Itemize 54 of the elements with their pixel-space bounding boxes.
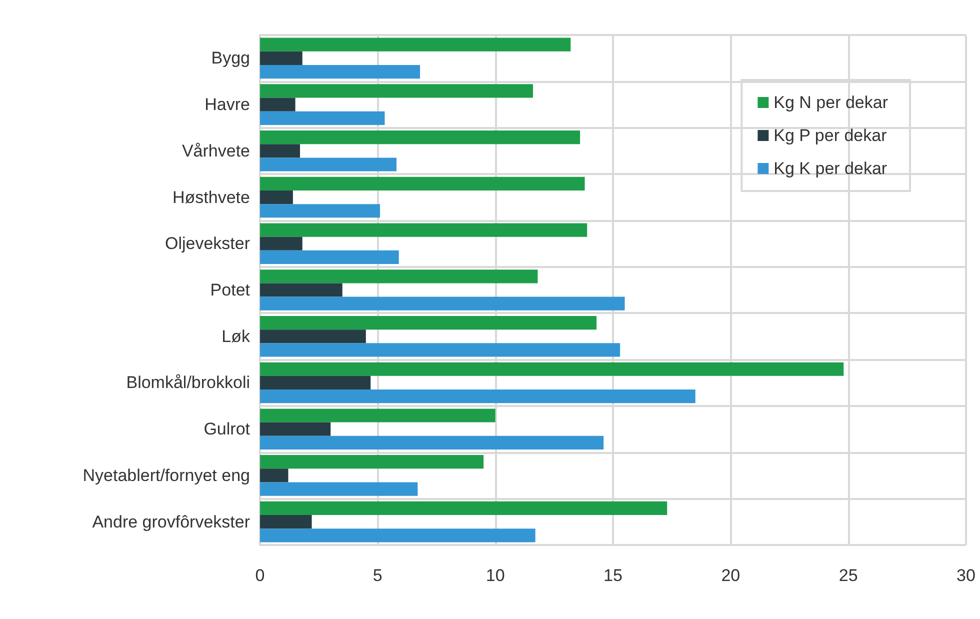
bar: [260, 158, 396, 172]
x-tick-label: 20: [721, 566, 740, 585]
y-tick-label: Løk: [222, 326, 250, 346]
y-tick-label: Andre grovfôrvekster: [92, 512, 250, 532]
legend-label: Kg P per dekar: [774, 126, 888, 145]
bar: [260, 98, 296, 112]
y-tick-label: Blomkål/brokkoli: [126, 373, 250, 392]
x-tick-label: 5: [372, 566, 382, 585]
bar: [260, 468, 288, 482]
y-tick-label: Høsthvete: [172, 188, 250, 207]
bar: [260, 144, 300, 158]
bar: [260, 515, 312, 529]
bar: [260, 223, 588, 237]
bar: [260, 296, 625, 310]
bar: [260, 376, 371, 390]
bar: [260, 455, 484, 469]
bar: [260, 38, 571, 52]
bar: [260, 501, 668, 516]
y-tick-label: Potet: [210, 280, 250, 300]
x-tick-label: 25: [838, 566, 858, 585]
bar: [260, 330, 366, 344]
y-tick-label: Bygg: [211, 48, 250, 68]
y-tick-label: Gulrot: [204, 420, 250, 439]
x-tick-label: 10: [486, 566, 505, 585]
bar: [260, 130, 580, 144]
bar: [260, 436, 604, 450]
bar: [260, 250, 399, 264]
bar: [260, 343, 620, 357]
bar: [260, 64, 420, 79]
y-tick-label: Oljevekster: [164, 234, 250, 254]
bar: [260, 316, 597, 330]
bar: [260, 204, 380, 218]
bar: [260, 51, 302, 65]
bar: [260, 408, 496, 422]
x-tick-label: 15: [604, 566, 622, 585]
bar: [260, 422, 331, 436]
x-tick-label: 0: [255, 566, 265, 585]
bar: [260, 528, 536, 542]
bar: [260, 283, 342, 297]
bar: [260, 176, 585, 190]
legend-label: Kg N per dekar: [774, 93, 888, 112]
bar: [260, 190, 293, 204]
bar: [260, 236, 302, 250]
y-tick-label: Vårhvete: [182, 141, 250, 160]
bar: [260, 390, 696, 404]
bar: [260, 111, 385, 125]
y-tick-label: Nyetablert/fornyet eng: [82, 466, 250, 485]
bar: [260, 270, 538, 284]
bar: [260, 482, 418, 496]
y-tick-label: Havre: [204, 95, 250, 114]
bar: [260, 362, 844, 376]
legend-label: Kg K per dekar: [774, 159, 888, 178]
bar: [260, 84, 533, 98]
x-tick-label: 30: [956, 566, 976, 585]
